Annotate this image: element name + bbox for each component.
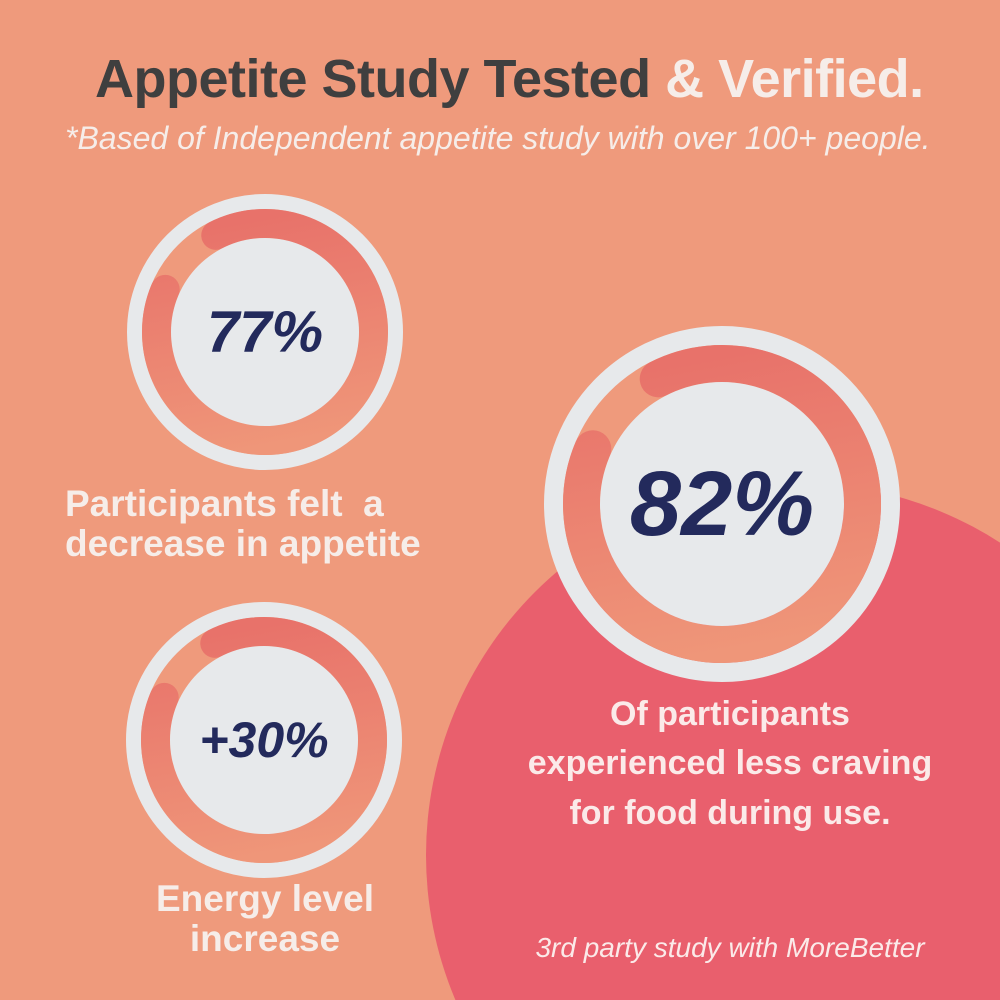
svg-text:77%: 77% bbox=[207, 300, 323, 365]
svg-text:+30%: +30% bbox=[199, 712, 328, 768]
svg-text:82%: 82% bbox=[630, 453, 814, 555]
